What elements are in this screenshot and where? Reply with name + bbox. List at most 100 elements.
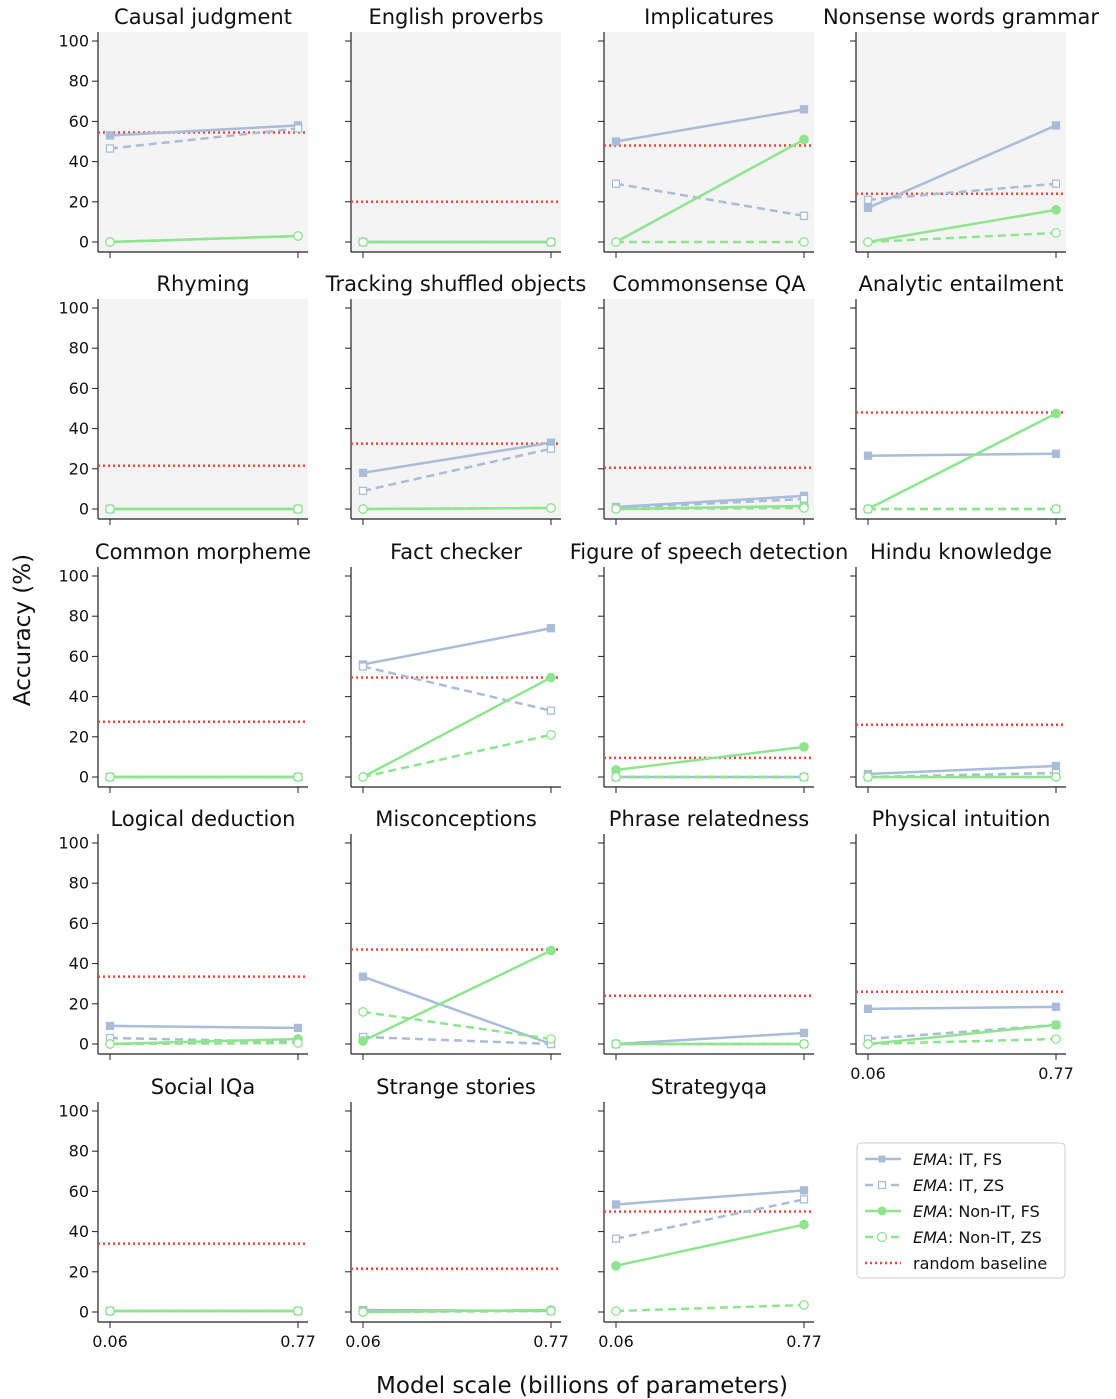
panel-title: English proverbs	[368, 5, 543, 29]
data-point-nonit-zs	[105, 237, 115, 247]
series-line-it-fs	[867, 764, 1057, 776]
y-tick-label: 40	[69, 1222, 89, 1241]
data-point-nonit-zs	[358, 772, 368, 782]
panel: Causal judgment 0 20 40 60 80 100	[58, 5, 308, 258]
y-tick-label: 0	[79, 1303, 89, 1322]
panel-title: Figure of speech detection	[570, 540, 849, 564]
data-point-it-fs	[358, 468, 368, 477]
series-line-it-fs	[362, 975, 552, 1046]
legend-suffix: : IT, ZS	[948, 1176, 1004, 1195]
legend-prefix: EMA	[913, 1176, 948, 1195]
x-tick-label: 0.77	[533, 1332, 569, 1351]
series-line-it-fs	[362, 627, 552, 666]
panel: Analytic entailment	[850, 272, 1066, 525]
panel: Tracking shuffled objects	[325, 272, 586, 525]
data-point-nonit-zs	[546, 503, 556, 513]
panel-title: Causal judgment	[114, 5, 292, 29]
panel: Implicatures	[598, 5, 814, 258]
series-line-nonit-zs	[362, 733, 552, 779]
data-point-it-zs	[1051, 179, 1061, 188]
legend-marker-it-zs	[877, 1180, 887, 1190]
data-point-nonit-zs	[358, 1307, 368, 1317]
series-line-it-zs	[867, 182, 1057, 202]
panel: English proverbs	[345, 5, 561, 258]
series-line-nonit-fs	[615, 1223, 805, 1267]
series-line-nonit-zs	[109, 234, 299, 244]
legend-prefix: EMA	[913, 1228, 948, 1247]
data-point-nonit-zs	[799, 1039, 809, 1049]
series-line-it-fs	[867, 124, 1057, 209]
data-point-nonit-fs	[1051, 1020, 1061, 1030]
data-point-nonit-zs	[799, 1300, 809, 1310]
data-point-it-fs	[611, 137, 621, 146]
data-point-nonit-zs	[105, 1306, 115, 1316]
data-point-it-zs	[799, 1195, 809, 1204]
panel-title: Social IQa	[151, 1075, 256, 1099]
data-point-nonit-zs	[799, 237, 809, 247]
data-point-it-fs	[293, 1023, 303, 1033]
data-point-nonit-zs	[611, 504, 621, 514]
y-tick-label: 0	[79, 233, 89, 252]
series-line-it-zs	[362, 1035, 552, 1046]
series-line-nonit-fs	[615, 745, 805, 772]
y-tick-label: 80	[69, 1142, 89, 1161]
y-tick-label: 0	[79, 1035, 89, 1054]
x-tick-label: 0.77	[1038, 1064, 1074, 1083]
series-line-it-fs	[867, 452, 1057, 457]
panel-background	[604, 32, 814, 252]
panel-title: Analytic entailment	[858, 272, 1063, 296]
series-line-it-fs	[362, 441, 552, 475]
data-point-it-fs	[611, 1200, 621, 1209]
legend-marker-nonit-fs	[877, 1206, 887, 1216]
data-point-it-zs	[611, 179, 621, 188]
legend-suffix: : IT, FS	[948, 1150, 1002, 1169]
data-point-nonit-zs	[293, 772, 303, 782]
panel-background	[856, 32, 1066, 252]
data-point-it-zs	[611, 1234, 621, 1243]
x-tick-label: 0.06	[598, 1332, 634, 1351]
data-point-it-zs	[863, 195, 873, 204]
data-point-nonit-zs	[546, 729, 556, 740]
panel-title: Hindu knowledge	[870, 540, 1052, 564]
panel-title: Rhyming	[156, 272, 249, 296]
y-tick-label: 40	[69, 954, 89, 973]
x-tick-label: 0.06	[345, 1332, 381, 1351]
panel-background	[98, 32, 308, 252]
y-tick-label: 100	[58, 834, 89, 853]
y-tick-label: 20	[69, 192, 89, 211]
series-line-nonit-fs	[362, 949, 552, 1043]
legend-entry-nonit-zs: EMA: Non-IT, ZS	[865, 1228, 1042, 1247]
legend-suffix: : Non-IT, ZS	[948, 1228, 1042, 1247]
panel-title: Strategyqa	[651, 1075, 767, 1099]
panel-title: Implicatures	[644, 5, 774, 29]
data-point-nonit-zs	[105, 772, 115, 782]
series-line-nonit-fs	[867, 412, 1057, 511]
data-point-nonit-zs	[293, 1306, 303, 1316]
panel-background	[351, 299, 561, 519]
y-tick-label: 40	[69, 152, 89, 171]
series-line-it-fs	[615, 494, 805, 509]
y-tick-label: 60	[69, 914, 89, 933]
data-point-it-zs	[293, 124, 303, 133]
data-point-it-fs	[1051, 449, 1061, 458]
y-tick-label: 20	[69, 727, 89, 746]
y-tick-label: 40	[69, 687, 89, 706]
data-point-it-zs	[546, 706, 556, 715]
series-line-nonit-zs	[867, 1037, 1057, 1046]
series-line-it-zs	[615, 1198, 805, 1240]
data-point-nonit-zs	[863, 504, 873, 514]
data-point-it-zs	[358, 486, 368, 496]
legend: EMA: IT, FS EMA: IT, ZS EMA: Non-IT, FS …	[856, 1142, 1066, 1279]
panel-title: Logical deduction	[111, 807, 296, 831]
series-line-it-zs	[615, 182, 805, 218]
data-point-it-fs	[799, 105, 809, 114]
data-point-nonit-fs	[546, 945, 556, 956]
panel: Figure of speech detection	[570, 540, 849, 793]
series-line-it-fs	[615, 108, 805, 143]
data-point-nonit-fs	[611, 1260, 621, 1271]
panel: Physical intuition 0.06 0.77	[850, 807, 1074, 1083]
data-point-it-fs	[1051, 761, 1061, 771]
legend-marker-nonit-zs	[876, 1231, 888, 1243]
legend-prefix: EMA	[913, 1202, 948, 1221]
y-tick-label: 60	[69, 1182, 89, 1201]
